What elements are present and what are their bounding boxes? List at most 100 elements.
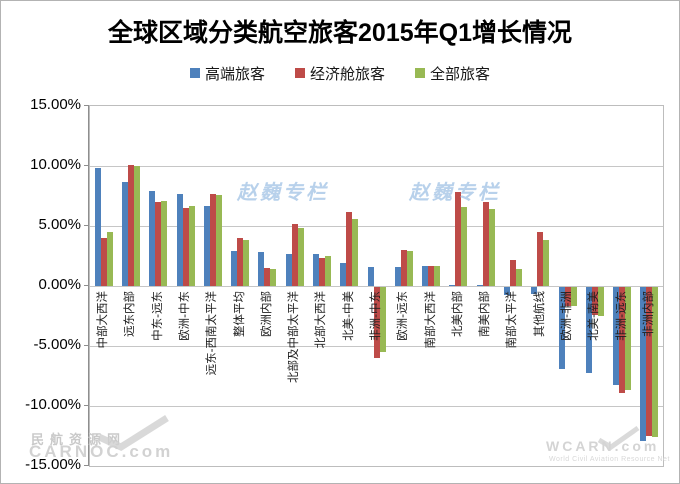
y-tick-label: 10.00% (30, 156, 81, 173)
bar-高端旅客-中东-远东 (149, 191, 155, 286)
watermark-zhaowei-1: 赵巍专栏 (237, 182, 329, 204)
bar-经济舱旅客-中部大西洋 (101, 238, 107, 286)
bar-全部旅客-北美-南美 (598, 287, 604, 316)
y-axis-line (88, 105, 89, 466)
category-label: 南部太平洋 (506, 291, 519, 349)
legend-swatch-icon (415, 68, 425, 78)
legend-item-1: 经济舱旅客 (294, 63, 385, 84)
bar-高端旅客-非洲-中东 (368, 266, 374, 286)
category-label: 其他航线 (533, 291, 546, 337)
bar-全部旅客-北部大西洋 (325, 256, 331, 286)
bar-经济舱旅客-南部太平洋 (510, 259, 516, 286)
bar-高端旅客-中部大西洋 (95, 168, 101, 286)
category-label: 欧洲-非洲 (561, 291, 573, 341)
watermark-wcarn-sub: World Civil Aviation Resource Net (549, 456, 670, 463)
y-tick-mark (84, 285, 89, 286)
bar-高端旅客-远东-西南太平洋 (204, 205, 210, 286)
gridline (90, 166, 663, 167)
category-label: 欧洲内部 (260, 291, 273, 337)
bar-经济舱旅客-远东内部 (128, 164, 134, 286)
category-label: 北美-南美 (588, 291, 601, 341)
legend-label: 高端旅客 (204, 65, 265, 83)
bar-经济舱旅客-欧洲-非洲 (565, 287, 571, 307)
gridline (90, 226, 663, 227)
bar-全部旅客-欧洲-非洲 (571, 287, 577, 307)
bar-经济舱旅客-非洲-中东 (374, 287, 380, 358)
bar-经济舱旅客-欧洲-远东 (401, 250, 407, 286)
bar-经济舱旅客-南美内部 (483, 202, 489, 286)
bar-高端旅客-欧洲-中东 (177, 193, 183, 286)
bar-经济舱旅客-北部大西洋 (319, 258, 325, 286)
bar-经济舱旅客-北美-南美 (592, 287, 598, 315)
plot-area: 中部大西洋 远东内部 中东-远东 欧洲-中东 远东-西南太平洋 整体平均 欧洲内部 北部及中部… (89, 105, 664, 467)
category-label: 非洲-远东 (615, 291, 628, 341)
category-label: 南部大西洋 (424, 291, 437, 349)
bar-高端旅客-北美-中美 (340, 263, 346, 286)
category-label: 中部大西洋 (97, 291, 110, 349)
bar-经济舱旅客-欧洲-中东 (183, 208, 189, 286)
category-label: 非洲内部 (642, 291, 655, 337)
legend-swatch-icon (294, 68, 305, 78)
bar-经济舱旅客-非洲-远东 (619, 287, 625, 393)
bar-高端旅客-北美-南美 (586, 287, 592, 374)
bar-高端旅客-欧洲内部 (258, 252, 264, 286)
bar-全部旅客-欧洲-中东 (189, 205, 195, 286)
y-tick-mark (84, 465, 89, 466)
y-tick-label: 15.00% (30, 96, 81, 113)
bar-经济舱旅客-南部大西洋 (428, 265, 434, 286)
y-tick-label: -15.00% (25, 456, 81, 473)
category-label: 非洲-中东 (370, 291, 382, 341)
y-tick-mark (84, 105, 89, 106)
bar-全部旅客-欧洲-远东 (407, 251, 413, 286)
y-tick-label: -5.00% (33, 336, 81, 353)
y-tick-label: 0.00% (38, 276, 81, 293)
bar-经济舱旅客-中东-远东 (155, 202, 161, 286)
carnoc-swoosh-icon (97, 415, 169, 451)
category-label: 整体平均 (233, 291, 246, 337)
bar-高端旅客-其他航线 (531, 287, 537, 295)
category-label: 南美内部 (479, 291, 492, 337)
bar-高端旅客-北部及中部太平洋 (286, 253, 292, 286)
legend: 高端旅客 经济舱旅客 全部旅客 (1, 63, 679, 83)
bar-高端旅客-欧洲-非洲 (559, 287, 565, 369)
bar-经济舱旅客-北美-中美 (346, 211, 352, 286)
category-label: 北美-中美 (342, 291, 355, 341)
legend-swatch-icon (189, 68, 200, 78)
y-tick-mark (84, 165, 89, 166)
bar-高端旅客-北部大西洋 (313, 253, 319, 286)
bar-经济舱旅客-欧洲内部 (264, 268, 270, 286)
bar-全部旅客-远东内部 (134, 166, 140, 286)
category-label: 欧洲-中东 (179, 291, 191, 341)
category-label: 远东内部 (124, 291, 137, 337)
bar-全部旅客-北部及中部太平洋 (298, 228, 304, 286)
bar-全部旅客-其他航线 (543, 240, 549, 286)
y-tick-mark (84, 345, 89, 346)
bar-全部旅客-南部太平洋 (516, 269, 522, 286)
bar-全部旅客-北美内部 (461, 206, 467, 286)
y-tick-mark (84, 225, 89, 226)
bar-全部旅客-整体平均 (243, 240, 249, 286)
category-label: 欧洲-远东 (397, 291, 410, 341)
wcarn-swoosh-icon (597, 425, 640, 450)
watermark-carnoc-cn: 民航资源网 (31, 432, 127, 447)
bar-经济舱旅客-其他航线 (537, 232, 543, 286)
watermark-carnoc-en: CARNOC.com (29, 442, 174, 461)
bar-全部旅客-非洲内部 (652, 287, 658, 437)
bar-全部旅客-南部大西洋 (434, 265, 440, 286)
legend-item-0: 高端旅客 (189, 63, 265, 84)
bar-经济舱旅客-非洲内部 (646, 287, 652, 436)
bar-全部旅客-非洲-中东 (380, 287, 386, 352)
category-label: 北部及中部太平洋 (288, 291, 301, 383)
category-label: 北美内部 (451, 291, 464, 337)
gridline (90, 406, 663, 407)
y-tick-label: 5.00% (38, 216, 81, 233)
watermark-wcarn: WCARN.com (546, 438, 660, 454)
bar-经济舱旅客-整体平均 (237, 238, 243, 286)
bar-全部旅客-非洲-远东 (625, 287, 631, 391)
bar-经济舱旅客-北美内部 (455, 192, 461, 286)
category-label: 中东-远东 (151, 291, 164, 341)
bar-高端旅客-远东内部 (122, 181, 128, 286)
gridline (90, 286, 663, 287)
bar-高端旅客-南部大西洋 (422, 265, 428, 286)
